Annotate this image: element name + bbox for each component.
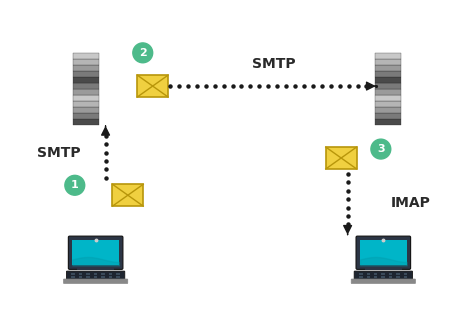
Bar [396,273,400,275]
Bar [79,273,82,275]
Bar [73,101,99,106]
Bar [366,273,370,275]
Bar [72,273,75,275]
Bar [366,276,370,278]
Bar [374,276,377,278]
Bar [404,276,407,278]
Bar [374,273,377,275]
Bar [404,273,407,275]
Bar [101,276,105,278]
Bar [73,53,99,58]
Bar [375,83,401,88]
Bar [73,119,99,125]
Bar [389,273,392,275]
Text: IMAP: IMAP [391,196,431,210]
Bar [86,273,90,275]
Circle shape [371,139,391,159]
Bar [94,276,97,278]
Bar [389,276,392,278]
Bar [73,95,99,100]
Bar [101,273,105,275]
Bar [73,83,99,88]
Text: SMTP: SMTP [252,57,296,71]
Bar [72,276,75,278]
Bar [86,276,90,278]
Bar [73,89,99,94]
Bar [77,268,114,270]
Bar [375,119,401,125]
Bar [79,276,82,278]
Circle shape [65,175,85,195]
Bar [360,240,407,265]
FancyBboxPatch shape [351,279,415,283]
Bar [359,273,363,275]
Bar [73,71,99,76]
Bar [94,273,97,275]
FancyBboxPatch shape [354,271,412,280]
Bar [375,89,401,94]
Bar [109,273,112,275]
Bar [137,75,168,97]
Bar [375,65,401,70]
Bar [375,77,401,82]
Bar [359,276,363,278]
FancyBboxPatch shape [64,279,128,283]
FancyBboxPatch shape [68,236,123,269]
Bar [109,276,112,278]
Text: 1: 1 [71,180,79,190]
Bar [375,71,401,76]
Bar [382,273,385,275]
Bar [73,65,99,70]
Bar [73,113,99,118]
Bar [116,273,119,275]
Bar [365,268,401,270]
FancyBboxPatch shape [66,271,125,280]
Text: 2: 2 [139,48,146,58]
Text: SMTP: SMTP [36,146,80,160]
Bar [375,95,401,100]
Bar [375,53,401,58]
Bar [375,101,401,106]
Text: 3: 3 [377,144,385,154]
Bar [112,184,143,206]
Bar [326,147,356,169]
Bar [73,107,99,112]
Bar [73,240,119,265]
FancyBboxPatch shape [356,236,410,269]
Bar [73,59,99,64]
Bar [73,77,99,82]
Bar [382,276,385,278]
Bar [375,113,401,118]
Circle shape [133,43,153,63]
Bar [116,276,119,278]
Bar [375,107,401,112]
Bar [396,276,400,278]
Bar [375,59,401,64]
